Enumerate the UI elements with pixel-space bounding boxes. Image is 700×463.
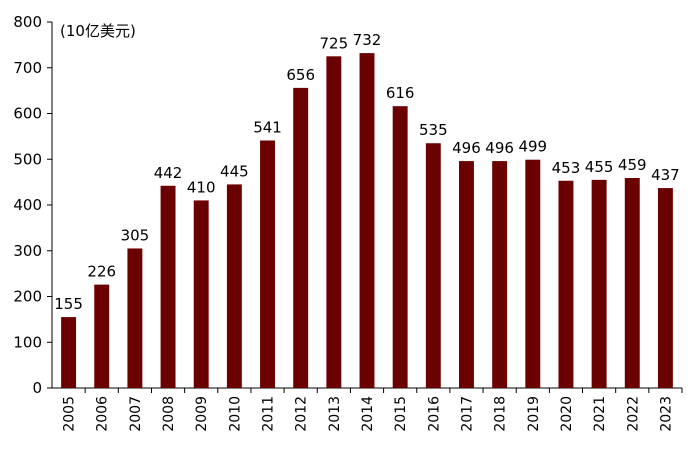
x-tick-label-2010: 2010 [227,396,243,432]
x-tick-label-2017: 2017 [459,396,475,432]
y-tick-label: 800 [13,13,42,31]
data-label-2015: 616 [386,84,415,102]
y-tick-label: 400 [13,196,42,214]
x-tick-label-2013: 2013 [327,396,343,432]
x-tick-label-2016: 2016 [426,396,442,432]
data-label-2019: 499 [518,138,547,156]
bar-2006 [94,284,110,388]
x-tick-label-2008: 2008 [161,396,177,432]
data-label-2014: 732 [353,31,382,49]
data-label-2013: 725 [320,34,349,52]
bar-2011 [260,140,275,388]
x-tick-label-2022: 2022 [625,396,641,432]
y-axis-ticks: 0 100 200 300 400 500 600 700 800 [13,13,52,397]
bar-2012 [293,87,309,388]
bar-2013 [326,56,342,388]
y-tick-label: 100 [13,333,42,351]
y-tick-label: 0 [32,379,42,397]
data-label-2006: 226 [87,263,116,281]
bars-group [61,53,673,389]
data-label-2017: 496 [452,139,481,157]
bar-2007 [127,248,143,388]
bar-2014 [359,53,375,389]
bar-2010 [226,184,242,388]
y-tick-label: 500 [13,150,42,168]
bar-2020 [558,180,574,388]
x-tick-label-2019: 2019 [526,396,542,432]
data-label-2007: 305 [121,226,150,244]
bar-2023 [657,188,673,388]
data-label-2012: 656 [286,66,315,84]
x-tick-label-2007: 2007 [128,396,144,432]
data-label-2020: 453 [552,159,581,177]
x-tick-label-2012: 2012 [294,396,310,432]
x-tick-label-2014: 2014 [360,396,376,432]
bar-2009 [193,200,209,388]
x-tick-label-2009: 2009 [194,396,210,432]
x-tick-label-2011: 2011 [261,396,277,432]
bar-2018 [492,161,508,388]
x-tick-label-2020: 2020 [559,396,575,432]
x-tick-label-2015: 2015 [393,396,409,432]
bar-2005 [61,317,77,388]
x-tick-label-2021: 2021 [592,396,608,432]
data-label-2010: 445 [220,162,249,180]
unit-label: (10亿美元) [60,22,136,40]
bar-2019 [525,159,541,388]
data-label-2008: 442 [154,164,183,182]
bar-2016 [425,143,441,388]
bar-2015 [392,106,408,389]
y-tick-label: 300 [13,242,42,260]
data-label-2021: 455 [585,158,614,176]
x-tick-label-2006: 2006 [95,396,111,432]
data-label-2011: 541 [253,118,282,136]
bar-2008 [160,185,176,388]
y-tick-label: 600 [13,105,42,123]
x-tick-label-2005: 2005 [62,396,78,432]
x-tick-label-2018: 2018 [493,396,509,432]
data-label-2016: 535 [419,121,448,139]
x-axis-ticks: 2005 2006 2007 2008 2009 2010 2011 2012 2013 2014… [62,388,683,432]
data-label-2022: 459 [618,156,647,174]
data-label-2018: 496 [485,139,514,157]
bar-2022 [624,178,640,388]
bar-2017 [459,161,474,388]
y-tick-label: 700 [13,59,42,77]
data-label-2023: 437 [651,166,680,184]
data-label-2005: 155 [54,295,83,313]
y-tick-label: 200 [13,288,42,306]
bar-2021 [591,179,607,388]
x-tick-label-2023: 2023 [658,396,674,432]
data-label-2009: 410 [187,178,216,196]
